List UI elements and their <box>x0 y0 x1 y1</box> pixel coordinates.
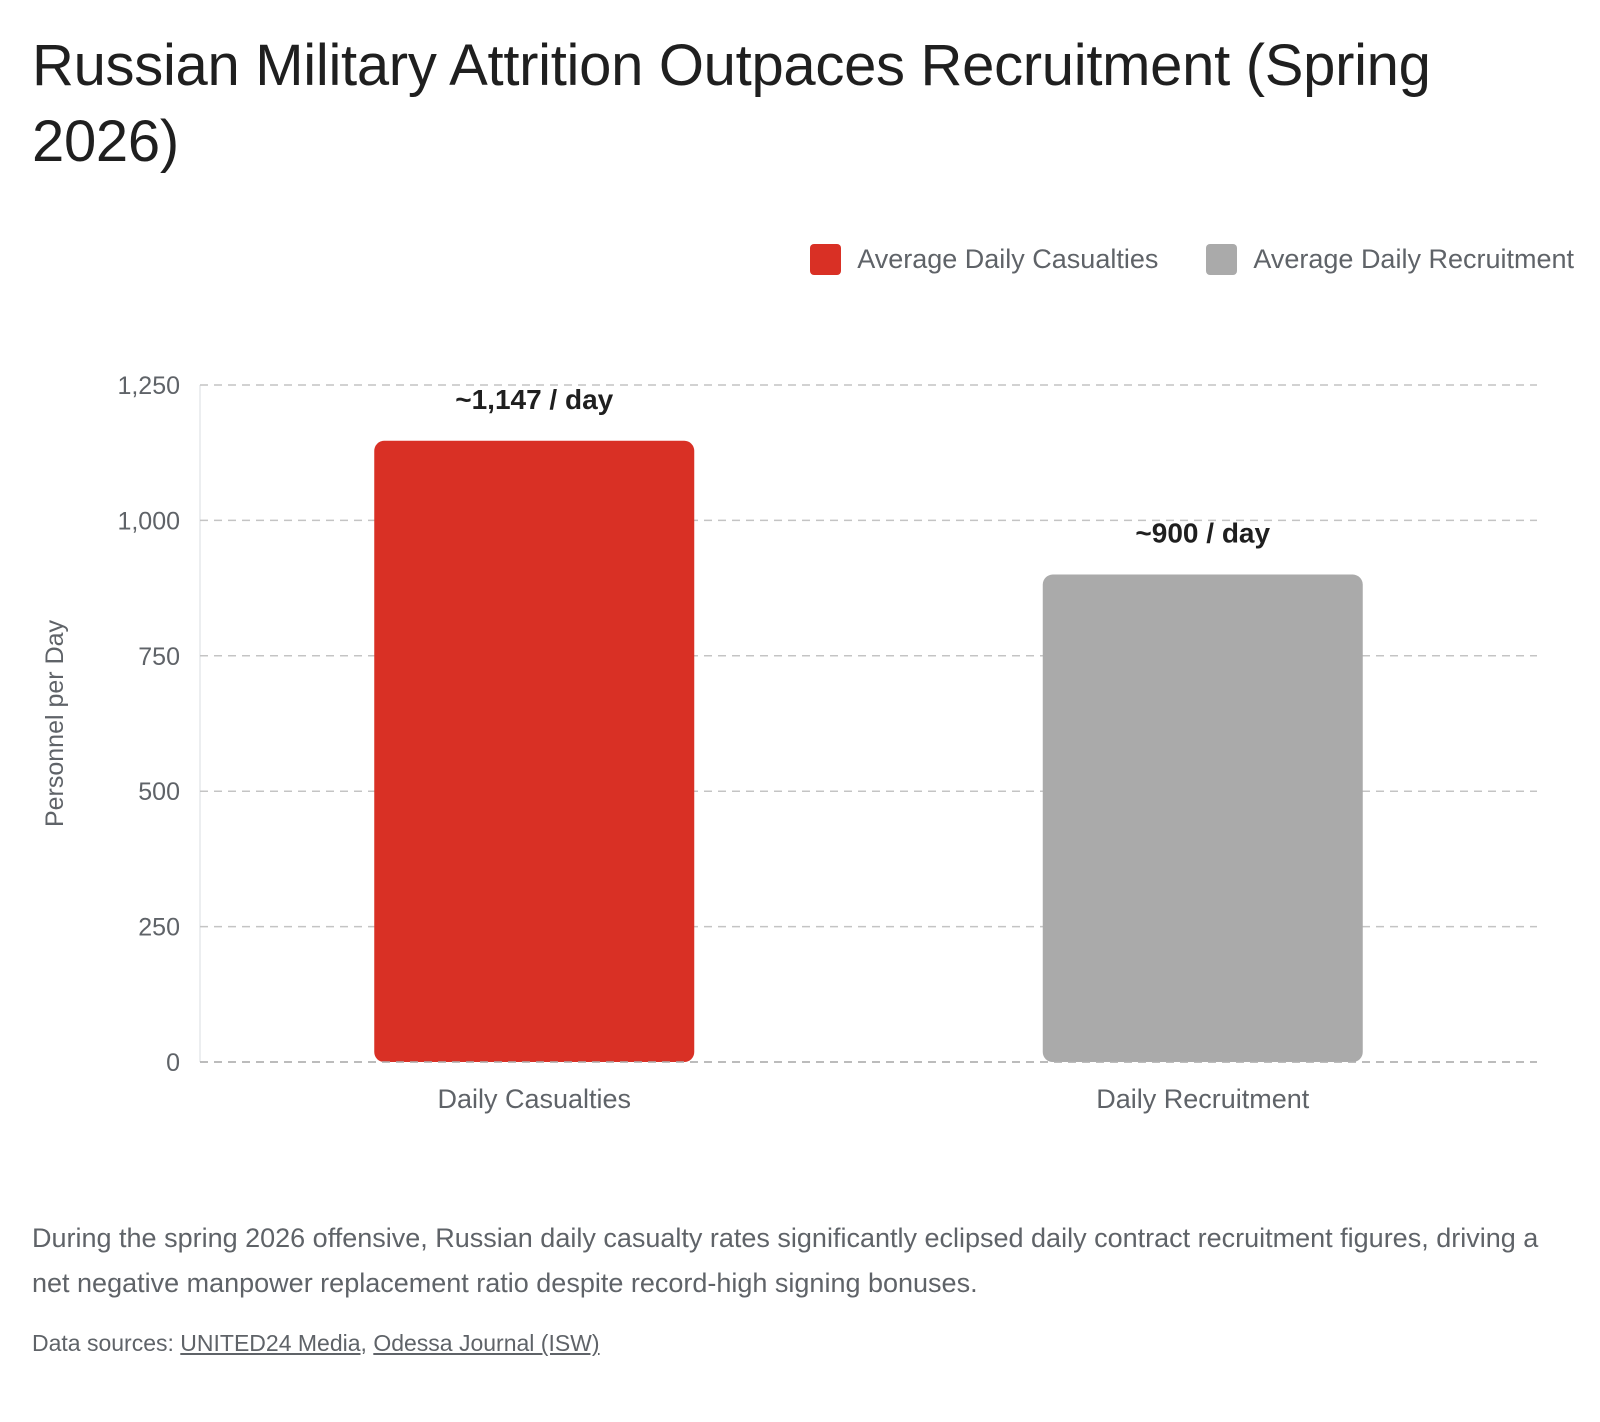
legend-label-casualties: Average Daily Casualties <box>857 244 1159 274</box>
bar-casualties <box>374 440 695 1062</box>
y-tick-label: 0 <box>166 1049 180 1077</box>
source-link-odessa-journal[interactable]: Odessa Journal (ISW) <box>373 1330 600 1356</box>
sources-prefix: Data sources: <box>32 1330 174 1356</box>
y-tick-label: 750 <box>138 643 180 671</box>
data-sources: Data sources: UNITED24 Media, Odessa Jou… <box>32 1330 600 1357</box>
sources-separator: , <box>360 1330 367 1356</box>
y-tick-label: 500 <box>138 778 180 806</box>
chart-legend: Average Daily Casualties Average Daily R… <box>810 244 1574 275</box>
legend-item-casualties: Average Daily Casualties <box>810 244 1158 275</box>
source-link-united24[interactable]: UNITED24 Media <box>180 1330 361 1356</box>
bar-recruitment <box>1042 574 1363 1062</box>
legend-swatch-recruitment <box>1206 244 1238 275</box>
data-label: ~1,147 / day <box>455 384 613 415</box>
chart-description: During the spring 2026 offensive, Russia… <box>32 1223 1539 1298</box>
y-tick-label: 250 <box>138 914 180 942</box>
legend-item-recruitment: Average Daily Recruitment <box>1206 244 1574 275</box>
chart-title: Russian Military Attrition Outpaces Recr… <box>32 33 1431 174</box>
y-tick-label: 1,250 <box>117 372 180 400</box>
legend-label-recruitment: Average Daily Recruitment <box>1253 244 1574 274</box>
x-tick-label: Daily Casualties <box>437 1084 631 1114</box>
y-tick-label: 1,000 <box>117 507 180 535</box>
x-tick-label: Daily Recruitment <box>1096 1084 1310 1114</box>
data-label: ~900 / day <box>1135 518 1270 549</box>
y-axis-title: Personnel per Day <box>41 619 69 827</box>
legend-swatch-casualties <box>810 244 842 275</box>
